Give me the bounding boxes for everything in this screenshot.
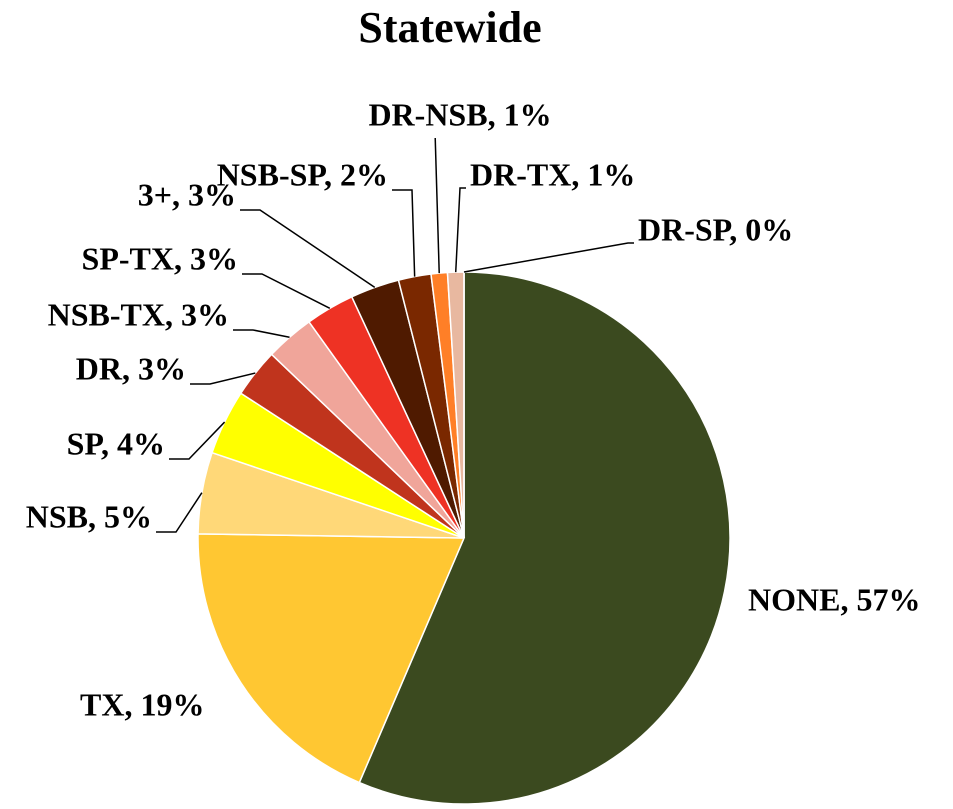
data-label: DR, 3%	[76, 350, 186, 386]
pie-slice	[358, 271, 731, 805]
leader-line	[233, 329, 290, 338]
leader-line	[392, 189, 416, 277]
leader-line	[156, 492, 203, 533]
leader-line	[240, 209, 376, 289]
data-label: SP, 4%	[67, 425, 165, 461]
data-label: NSB-SP, 2%	[217, 156, 388, 192]
data-label: 3+, 3%	[138, 176, 236, 212]
data-label: NONE, 57%	[748, 581, 920, 617]
data-label: SP-TX, 3%	[82, 240, 238, 276]
data-label: NSB-TX, 3%	[48, 296, 229, 332]
leader-line	[190, 372, 256, 385]
leader-line	[463, 242, 634, 273]
data-label: DR-NSB, 1%	[368, 96, 551, 132]
data-label: NSB, 5%	[26, 498, 152, 534]
leader-line	[169, 421, 226, 460]
chart-title: Statewide	[358, 3, 541, 52]
pie-slice	[197, 533, 466, 784]
leader-line	[434, 137, 440, 274]
data-label: TX, 19%	[80, 686, 204, 722]
data-label: DR-SP, 0%	[638, 211, 793, 247]
data-label: DR-TX, 1%	[470, 156, 635, 192]
leader-line	[242, 273, 331, 309]
leader-line	[454, 187, 466, 273]
